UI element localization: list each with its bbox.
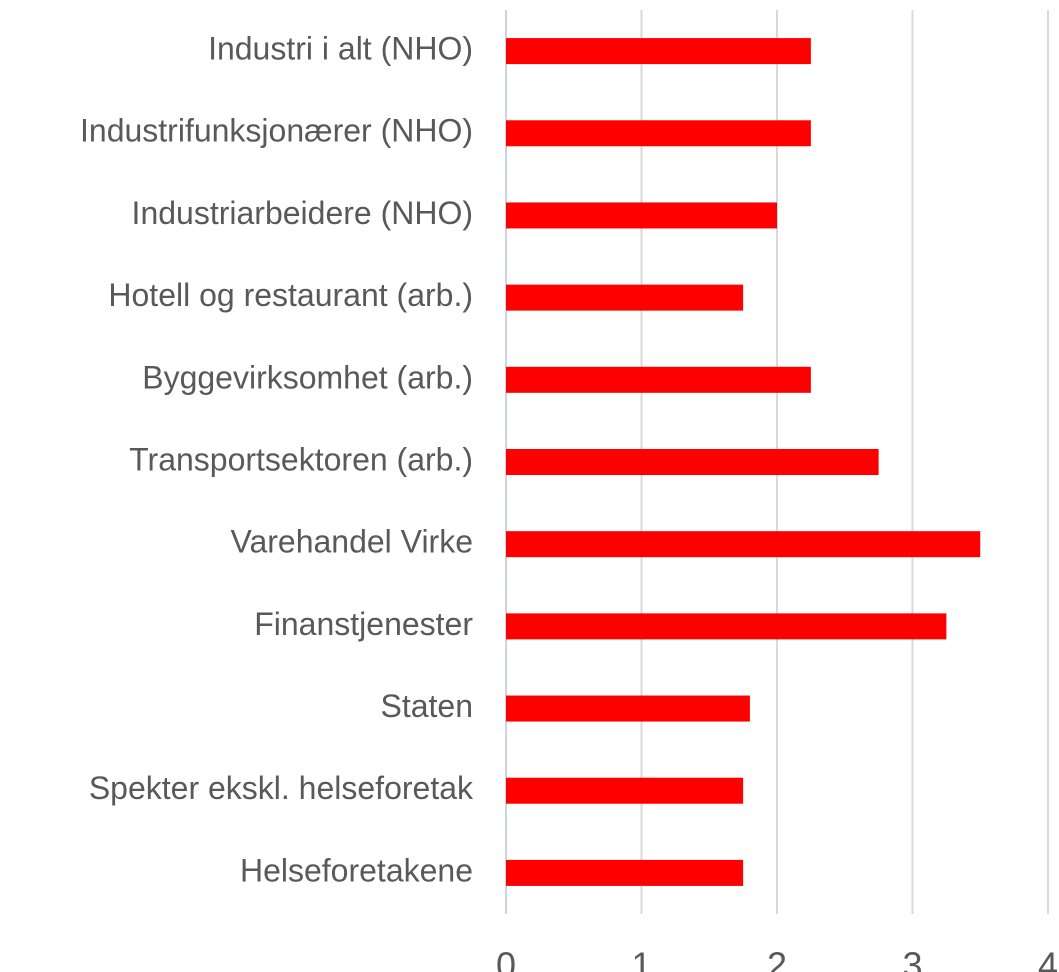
y-tick-label: Industri i alt (NHO) — [208, 31, 473, 67]
bar — [506, 449, 879, 475]
bar — [506, 38, 811, 65]
bar — [506, 120, 811, 147]
x-tick-label: 3 — [902, 945, 922, 972]
y-tick-label: Industriarbeidere (NHO) — [132, 195, 473, 231]
y-tick-label: Byggevirksomhet (arb.) — [142, 359, 473, 395]
bar — [506, 366, 811, 393]
y-tick-label: Helseforetakene — [240, 852, 473, 888]
bar — [506, 777, 744, 804]
bar — [506, 613, 947, 640]
y-tick-label: Transportsektoren (arb.) — [129, 441, 473, 477]
y-tick-label: Spekter ekskl. helseforetak — [89, 770, 474, 806]
x-tick-label: 2 — [767, 945, 787, 972]
y-tick-label: Industrifunksjonærer (NHO) — [80, 113, 473, 149]
y-tick-label: Staten — [380, 688, 473, 724]
y-tick-label: Hotell og restaurant (arb.) — [108, 277, 473, 313]
x-tick-label: 0 — [496, 945, 516, 972]
y-tick-label: Varehandel Virke — [230, 524, 473, 560]
bar — [506, 284, 744, 311]
bar — [506, 531, 981, 558]
bar — [506, 695, 750, 722]
x-tick-label: 4 — [1038, 945, 1058, 972]
x-tick-label: 1 — [631, 945, 651, 972]
y-tick-label: Finanstjenester — [254, 606, 473, 642]
bar — [506, 202, 777, 229]
bar — [506, 859, 744, 886]
